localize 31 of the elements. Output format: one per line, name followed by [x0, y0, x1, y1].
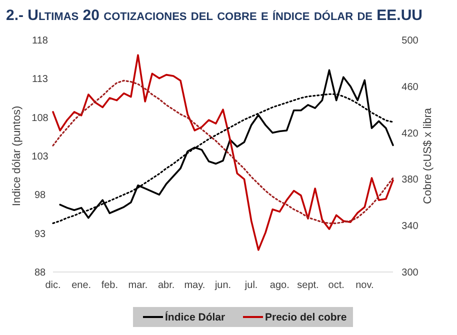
x-tick-label: dic.: [45, 280, 61, 291]
y-tick-label: 98: [34, 190, 46, 202]
chart-title: 2.- Ultimas 20 cotizaciones del cobre e índice dólar de EE.UU: [6, 7, 423, 24]
y2-tick-label: 340: [402, 221, 419, 232]
y-tick-label: 88: [34, 268, 46, 278]
x-tick-label: sept.: [297, 280, 319, 291]
y-tick-label: 113: [32, 74, 48, 86]
legend-label: Precio del cobre: [265, 312, 347, 324]
y-axis-title: Indice dólar (puntos): [11, 106, 23, 206]
y2-tick-label: 420: [402, 128, 419, 140]
y2-tick-label: 380: [402, 174, 419, 186]
y-tick-label: 93: [34, 228, 46, 240]
y2-tick-label: 500: [402, 36, 419, 46]
x-tick-label: ago.: [270, 280, 290, 291]
y-tick-label: 103: [32, 152, 49, 162]
y2-tick-label: 460: [402, 82, 419, 93]
y-tick-label: 118: [32, 36, 48, 46]
x-tick-label: jun.: [214, 280, 232, 291]
y-tick-label: 108: [32, 112, 49, 124]
legend-label: Índice Dólar: [165, 310, 226, 324]
x-tick-label: nov.: [356, 280, 374, 291]
x-tick-label: mar.: [128, 280, 148, 291]
x-tick-label: abr.: [158, 280, 175, 291]
x-tick-label: feb.: [101, 280, 118, 291]
x-tick-label: ene.: [72, 280, 92, 291]
x-tick-label: jul.: [244, 280, 258, 291]
x-tick-label: may.: [184, 280, 206, 291]
y2-axis-title: Cobre (cUS$ x libra: [422, 107, 434, 204]
y2-tick-label: 300: [402, 268, 419, 278]
line-series: [52, 54, 394, 251]
x-tick-label: oct.: [328, 280, 344, 291]
